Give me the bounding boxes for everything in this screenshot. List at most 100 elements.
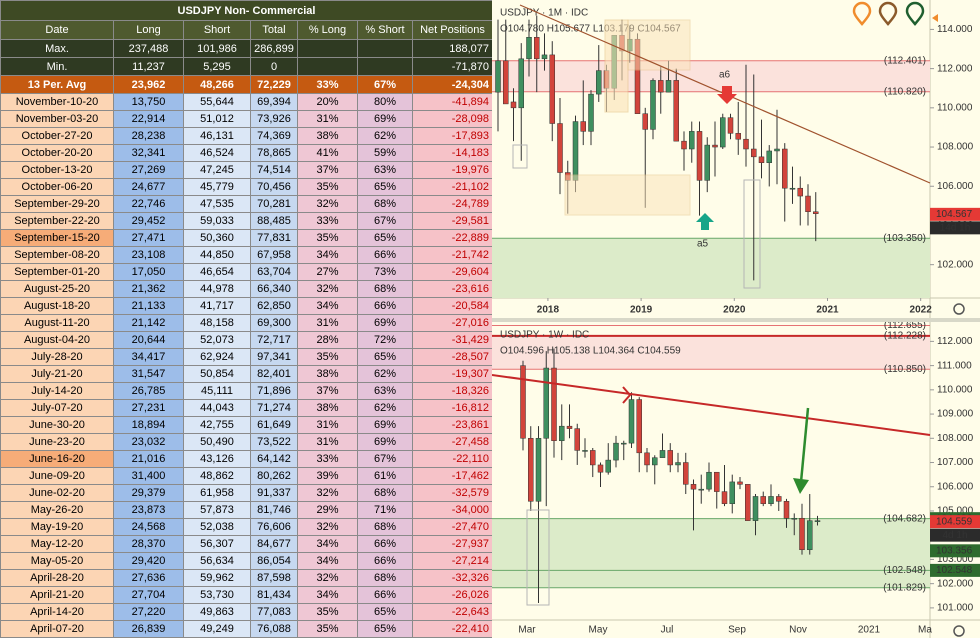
candle-body [518, 58, 524, 109]
price-level-label: (110.820) [884, 86, 926, 97]
data-row: October-27-20 28,238 46,131 74,369 38% 62% -17… [0, 127, 494, 145]
chart-title: USDJPY · 1W · IDC [500, 330, 589, 341]
value-cell: 21,133 [113, 297, 184, 315]
data-row: July-14-20 26,785 45,111 71,896 37% 63% -18,32… [0, 382, 494, 400]
summary-cell: 101,986 [183, 39, 251, 58]
value-cell: -29,604 [411, 263, 494, 281]
ohlc-readout: O104.780 H105.677 L103.179 C104.567 [500, 24, 681, 35]
value-cell: 27% [297, 263, 358, 281]
price-tick-label: 107.000 [937, 457, 974, 468]
drawing-box [627, 19, 691, 71]
data-row: April-07-20 26,839 49,249 76,088 35% 65% -22,4… [0, 620, 494, 638]
value-cell: 69,394 [250, 93, 298, 111]
value-cell: 66% [357, 535, 413, 553]
value-cell: 69% [357, 433, 413, 451]
candle-body [652, 457, 658, 466]
time-tick-label: 2019 [630, 305, 653, 316]
summary-cell: 13 Per. Avg [0, 75, 114, 94]
value-cell: -28,507 [411, 348, 494, 366]
countdown-label: 4d 1h [942, 530, 967, 541]
drawing-outline [743, 179, 761, 289]
candle-body [588, 93, 594, 132]
drawing-outline [512, 144, 528, 169]
data-row: July-28-20 34,417 62,924 97,341 35% 65% -28,50… [0, 348, 494, 366]
candle-body [665, 80, 672, 93]
data-row: May-12-20 28,370 56,307 84,677 34% 66% -27,937 [0, 535, 494, 553]
cot-table: USDJPY Non- Commercial Date Long Short Tota… [0, 0, 494, 638]
value-cell: 87,598 [250, 569, 298, 587]
summary-cell: 237,488 [113, 39, 184, 58]
price-level-label: (112.228) [884, 330, 926, 341]
value-cell: 76,606 [250, 518, 298, 536]
value-cell: 63% [357, 382, 413, 400]
value-cell: 72% [357, 331, 413, 349]
date-cell: June-16-20 [0, 450, 114, 468]
value-cell: 55,644 [183, 93, 251, 111]
date-cell: April-07-20 [0, 620, 114, 638]
value-cell: 62% [357, 365, 413, 383]
price-level-label: (103.350) [883, 233, 926, 244]
candle-body [805, 195, 811, 212]
value-cell: 50,854 [183, 365, 251, 383]
price-tag [930, 515, 980, 529]
candle-body [644, 452, 650, 466]
settings-icon [953, 303, 965, 315]
value-cell: 33% [297, 212, 358, 230]
column-header: Long [113, 20, 184, 40]
value-cell: 28% [297, 331, 358, 349]
price-tick-label: 111.000 [937, 360, 972, 371]
date-cell: October-27-20 [0, 127, 114, 145]
data-row: September-01-20 17,050 46,654 63,704 27% 73% -… [0, 263, 494, 281]
value-cell: 39% [297, 467, 358, 485]
value-cell: 62,924 [183, 348, 251, 366]
candle-body [799, 517, 805, 550]
value-cell: 57,873 [183, 501, 251, 519]
value-cell: 59% [357, 144, 413, 162]
column-header: Total [250, 20, 298, 40]
value-cell: 48,862 [183, 467, 251, 485]
table-body: USDJPY Non- Commercial Date Long Short Tota… [0, 0, 494, 638]
candle-body [706, 471, 712, 490]
candle-body [572, 121, 579, 181]
value-cell: 67% [357, 212, 413, 230]
value-cell: 35% [297, 620, 358, 638]
price-tick-label: 101.000 [937, 603, 974, 614]
value-cell: 64,142 [250, 450, 298, 468]
candle-body [590, 450, 596, 466]
candle-body [503, 60, 509, 105]
summary-cell: -24,304 [411, 75, 494, 94]
date-cell: October-13-20 [0, 161, 114, 179]
candle-body [621, 442, 627, 445]
alert-pin [905, 1, 925, 26]
value-cell: 17,050 [113, 263, 184, 281]
value-cell: 68% [357, 569, 413, 587]
candle-body [510, 101, 517, 109]
summary-cell: 0 [250, 57, 298, 76]
time-tick-label: Sep [728, 625, 746, 636]
value-cell: 32% [297, 280, 358, 298]
value-cell: 38% [297, 399, 358, 417]
data-row: September-08-20 23,108 44,850 67,958 34% 66% -… [0, 246, 494, 264]
data-row: April-28-20 27,636 59,962 87,598 32% 68% -32,3… [0, 569, 494, 587]
value-cell: 74,369 [250, 127, 298, 145]
price-tag-label: 102.548 [936, 565, 973, 576]
value-cell: 35% [297, 229, 358, 247]
time-tick-label: 2021 [816, 305, 839, 316]
arrow-down [717, 86, 737, 104]
price-tick-label: 106.000 [937, 481, 974, 492]
value-cell: 72,717 [250, 331, 298, 349]
value-cell: -31,429 [411, 331, 494, 349]
value-cell: -23,616 [411, 280, 494, 298]
value-cell: 23,108 [113, 246, 184, 264]
value-cell: 24,677 [113, 178, 184, 196]
summary-cell: 5,295 [183, 57, 251, 76]
price-axis-background [930, 0, 980, 318]
summary-cell: 48,266 [183, 75, 251, 94]
data-row: June-02-20 29,379 61,958 91,337 32% 68% -32,57… [0, 484, 494, 502]
price-axis-background [930, 322, 980, 638]
value-cell: 41% [297, 144, 358, 162]
value-cell: 65% [357, 229, 413, 247]
candle-body [714, 471, 720, 492]
value-cell: 21,142 [113, 314, 184, 332]
value-cell: -17,893 [411, 127, 494, 145]
